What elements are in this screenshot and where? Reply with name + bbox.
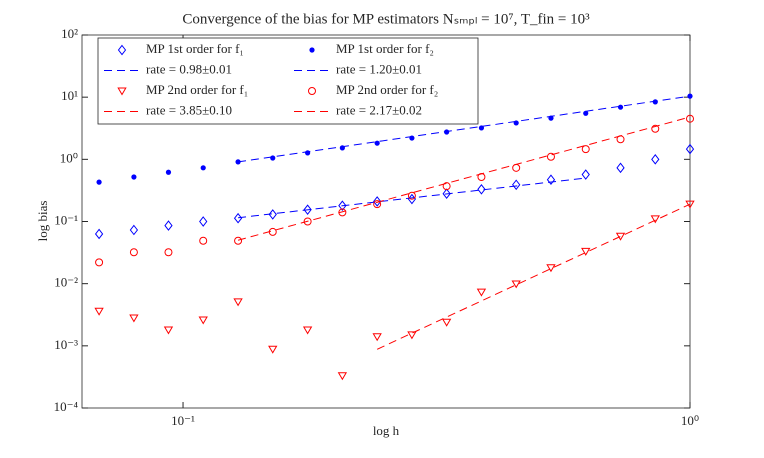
fit-line [237,116,691,241]
legend-label: MP 2nd order for f₂ [336,82,438,97]
fit-line [237,95,691,163]
y-axis-label: log bias [35,201,50,242]
y-tick-label: 10⁻³ [54,337,78,352]
x-tick-label: 10⁻¹ [171,413,195,428]
marker [686,114,694,123]
marker [581,145,590,154]
marker [303,217,312,226]
legend-label: rate = 1.20±0.01 [336,61,422,76]
marker [476,288,487,297]
marker [407,191,416,200]
fit-line [238,177,586,219]
marker [308,87,316,95]
marker [164,248,173,257]
x-tick-label: 10⁰ [681,413,699,428]
marker [96,179,102,185]
marker [302,326,313,335]
marker [374,140,380,146]
marker [442,188,451,200]
marker [94,307,104,316]
y-tick-label: 10¹ [61,88,78,103]
marker [546,152,555,161]
marker [513,120,519,126]
legend-label: rate = 3.85±0.10 [146,102,232,117]
marker [511,280,521,289]
marker [685,200,695,209]
marker [651,124,660,133]
marker [615,232,626,241]
y-tick-label: 10⁻⁴ [54,399,79,414]
marker [268,209,277,220]
marker [234,236,243,245]
marker [199,216,208,227]
marker [546,174,556,186]
legend-label: rate = 0.98±0.01 [146,61,232,76]
marker [441,318,452,327]
marker [303,204,312,215]
legend-label: MP 1st order for f₂ [336,41,434,56]
marker [129,224,139,236]
marker [268,345,278,354]
marker [650,215,660,224]
y-tick-label: 10⁰ [60,150,78,165]
marker [546,264,556,273]
marker [200,165,206,171]
marker [407,331,417,340]
x-axis-label: log h [373,423,400,438]
marker [129,314,139,323]
marker [442,182,451,191]
marker [233,212,243,224]
marker [199,236,208,245]
marker [651,154,660,165]
marker [373,200,382,209]
marker [581,247,591,256]
marker [583,110,589,116]
marker [270,155,276,161]
marker [131,174,137,180]
legend-box [97,37,479,125]
marker [616,162,625,174]
legend-label: MP 1st order for f₁ [146,41,244,56]
legend-label: rate = 2.17±0.02 [336,102,422,117]
marker [372,333,382,342]
y-tick-label: 10⁻¹ [54,212,78,227]
chart-title: Convergence of the bias for MP estimator… [182,11,590,27]
marker [477,183,486,195]
marker [95,258,104,267]
marker [129,248,138,257]
marker [617,104,624,110]
marker [163,326,174,335]
marker [685,143,695,155]
legend-label: MP 2nd order for f₁ [146,82,248,97]
fit-line [376,203,691,350]
marker [94,228,104,240]
y-tick-label: 10² [61,26,78,41]
marker [165,169,172,175]
marker [233,298,243,307]
marker [337,372,348,381]
y-tick-label: 10⁻² [54,275,78,290]
marker [373,196,382,207]
marker [512,179,521,191]
marker [338,200,347,211]
marker [309,47,315,53]
marker [164,220,173,231]
marker [581,169,590,180]
marker [117,87,127,96]
marker [117,44,127,56]
marker [198,316,208,325]
marker [407,193,417,205]
